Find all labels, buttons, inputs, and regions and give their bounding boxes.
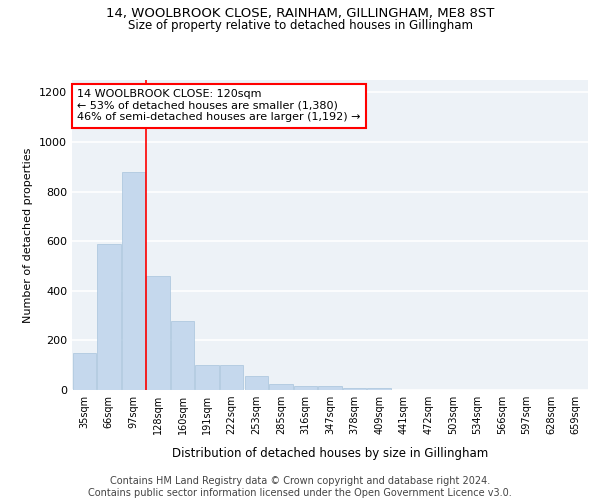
Bar bbox=[343, 388, 366, 390]
Bar bbox=[171, 320, 194, 390]
Text: Distribution of detached houses by size in Gillingham: Distribution of detached houses by size … bbox=[172, 448, 488, 460]
Bar bbox=[146, 276, 170, 390]
Y-axis label: Number of detached properties: Number of detached properties bbox=[23, 148, 34, 322]
Bar bbox=[367, 388, 391, 390]
Bar bbox=[97, 244, 121, 390]
Bar bbox=[319, 386, 341, 390]
Bar bbox=[269, 384, 293, 390]
Bar bbox=[196, 365, 219, 390]
Text: 14 WOOLBROOK CLOSE: 120sqm
← 53% of detached houses are smaller (1,380)
46% of s: 14 WOOLBROOK CLOSE: 120sqm ← 53% of deta… bbox=[77, 90, 361, 122]
Bar bbox=[73, 353, 96, 390]
Bar bbox=[220, 365, 244, 390]
Text: Contains HM Land Registry data © Crown copyright and database right 2024.
Contai: Contains HM Land Registry data © Crown c… bbox=[88, 476, 512, 498]
Bar bbox=[245, 376, 268, 390]
Text: Size of property relative to detached houses in Gillingham: Size of property relative to detached ho… bbox=[128, 18, 473, 32]
Text: 14, WOOLBROOK CLOSE, RAINHAM, GILLINGHAM, ME8 8ST: 14, WOOLBROOK CLOSE, RAINHAM, GILLINGHAM… bbox=[106, 8, 494, 20]
Bar bbox=[122, 172, 145, 390]
Bar bbox=[294, 386, 317, 390]
